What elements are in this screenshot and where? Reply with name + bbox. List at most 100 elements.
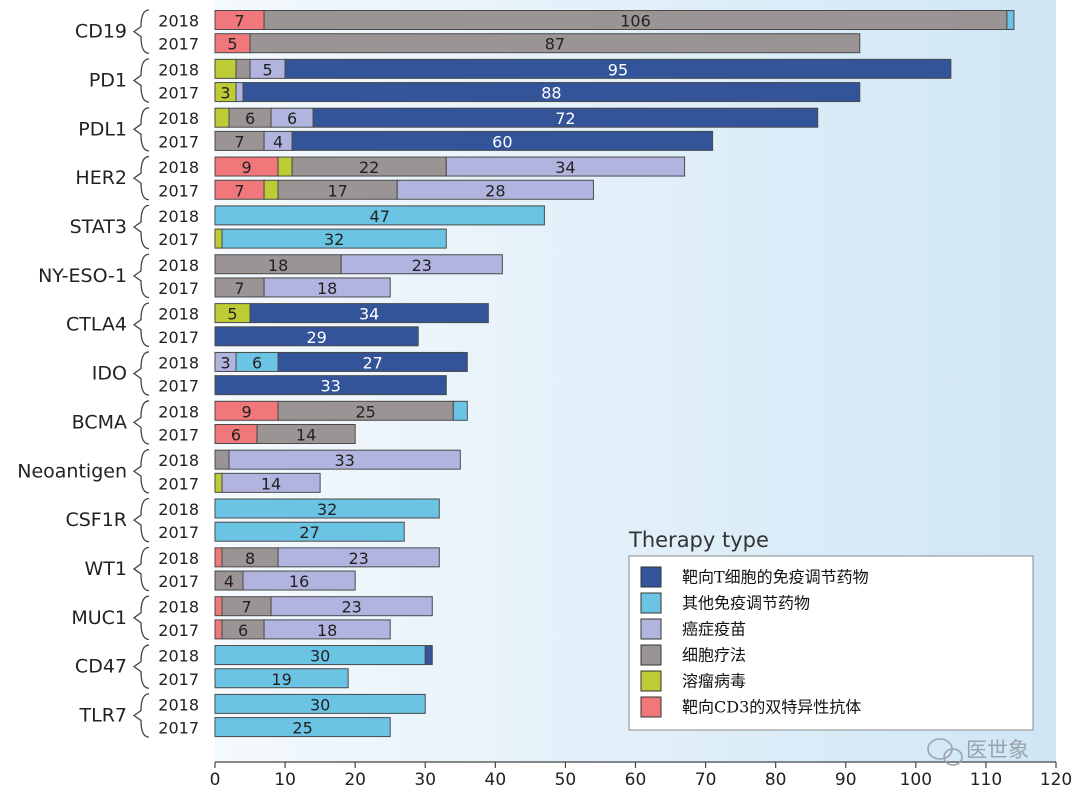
group-brace	[132, 253, 150, 299]
group-brace	[132, 155, 150, 201]
bar-segment	[214, 326, 419, 347]
year-label: 2017	[158, 621, 199, 640]
year-label: 2018	[158, 549, 199, 568]
data-label: 16	[289, 572, 309, 591]
data-label: 7	[234, 181, 244, 200]
bar-segment	[214, 693, 426, 714]
target-label: CD47	[75, 656, 127, 678]
bar-segment	[263, 179, 279, 200]
bar-segment	[452, 400, 468, 421]
data-label: 34	[555, 158, 575, 177]
bar-segment	[249, 303, 489, 324]
target-group: 7 23 6 18	[214, 596, 433, 640]
data-label: 95	[608, 60, 628, 79]
data-label: 25	[355, 402, 375, 421]
legend-entry: 其他免疫调节药物	[682, 594, 810, 613]
legend: Therapy type 靶向T细胞的免疫调节药物其他免疫调节药物癌症疫苗细胞疗法…	[628, 528, 1034, 731]
legend-entry: 癌症疫苗	[682, 620, 746, 639]
group-brace	[132, 204, 150, 250]
data-label: 29	[306, 328, 326, 347]
data-label: 18	[268, 256, 288, 275]
bar-segment	[284, 58, 952, 79]
data-label: 14	[261, 474, 281, 493]
bar-segment	[340, 254, 503, 275]
category-labels: 2018 2017 CD19 2018 2017 PD1 2018 2017 PDL1 2018 2…	[17, 9, 199, 738]
year-label: 2017	[158, 132, 199, 151]
data-label: 8	[245, 549, 255, 568]
target-label: NY-ESO-1	[38, 265, 127, 287]
x-tick-label: 120	[1040, 770, 1072, 790]
group-brace	[132, 302, 150, 347]
x-tick-label: 20	[344, 770, 366, 790]
bar-segment	[396, 179, 594, 200]
group-brace	[132, 546, 150, 592]
data-label: 28	[485, 181, 505, 200]
data-label: 32	[317, 500, 337, 519]
x-tick-label: 0	[210, 770, 221, 790]
target-label: Neoantigen	[17, 460, 127, 482]
data-label: 17	[327, 181, 347, 200]
group-brace	[132, 693, 150, 738]
bar-segment	[214, 547, 223, 568]
group-brace	[132, 400, 150, 445]
bar-segment	[214, 228, 223, 249]
data-label: 9	[241, 402, 251, 421]
bar-segment	[214, 619, 223, 640]
data-label: 6	[287, 109, 297, 128]
legend-swatch	[640, 618, 662, 640]
year-label: 2017	[158, 279, 199, 298]
bar-segment	[445, 156, 686, 177]
year-label: 2017	[158, 719, 199, 738]
data-label: 5	[262, 60, 272, 79]
year-label: 2018	[158, 598, 199, 617]
legend-entry: 靶向CD3的双特异性抗体	[682, 698, 861, 717]
target-label: STAT3	[70, 216, 127, 238]
bar-segment	[277, 547, 440, 568]
target-group: 7 106 5 87	[214, 10, 1015, 54]
bar-segment	[214, 668, 349, 689]
x-tick-label: 110	[970, 770, 1002, 790]
bar-segment	[214, 498, 440, 519]
bar-segment	[214, 375, 447, 396]
bar-segment	[214, 107, 230, 128]
legend-swatch	[640, 670, 662, 692]
group-brace	[132, 449, 150, 494]
watermark-text: 医世象	[966, 738, 1029, 762]
data-label: 33	[320, 377, 340, 396]
target-group: 8 23 4 16	[214, 547, 440, 591]
data-label: 6	[238, 621, 248, 640]
data-label: 5	[227, 35, 237, 54]
year-label: 2018	[158, 500, 199, 519]
target-label: BCMA	[72, 411, 127, 433]
data-label: 22	[359, 158, 379, 177]
target-label: CSF1R	[65, 509, 127, 531]
year-label: 2017	[158, 426, 199, 445]
bar-segment	[312, 107, 819, 128]
data-label: 30	[310, 695, 330, 714]
bar-segment	[214, 596, 223, 617]
legend-entry: 靶向T细胞的免疫调节药物	[682, 568, 869, 587]
year-label: 2018	[158, 60, 199, 79]
data-label: 23	[348, 549, 368, 568]
bar-segment	[1006, 10, 1015, 30]
year-label: 2017	[158, 328, 199, 347]
data-label: 88	[541, 84, 561, 103]
legend-swatch	[640, 696, 662, 718]
year-label: 2018	[158, 158, 199, 177]
bar-segment	[221, 472, 321, 493]
legend-entry: 细胞疗法	[682, 646, 746, 665]
x-tick-label: 100	[900, 770, 932, 790]
target-group: 6 6 72 7 4 60	[214, 107, 819, 151]
legend-title: Therapy type	[628, 528, 769, 552]
data-label: 4	[224, 572, 234, 591]
year-label: 2018	[158, 109, 199, 128]
bar-segment	[249, 33, 861, 54]
data-label: 3	[220, 353, 230, 372]
x-tick-label: 40	[485, 770, 507, 790]
data-label: 32	[324, 230, 344, 249]
bar-segment	[214, 58, 237, 79]
year-label: 2017	[158, 84, 199, 103]
bar-segment	[235, 58, 251, 79]
